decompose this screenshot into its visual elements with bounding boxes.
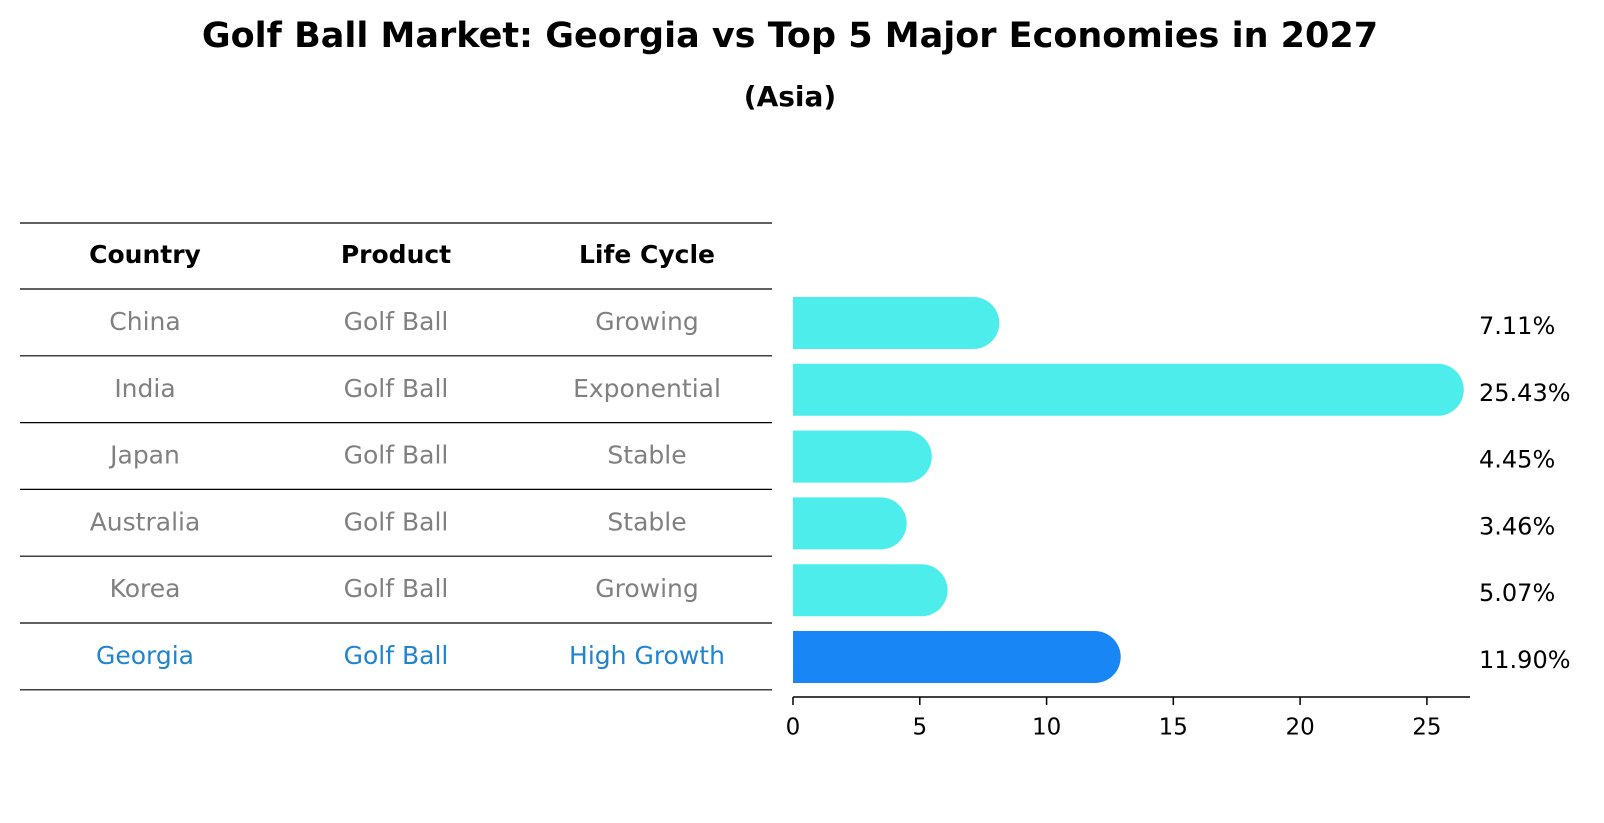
table-cell-korea-product: Golf Ball <box>344 574 449 603</box>
value-label-australia: 3.46% <box>1479 512 1555 540</box>
value-label-georgia: 11.90% <box>1479 646 1571 674</box>
x-tick-label-25: 25 <box>1412 715 1441 741</box>
table-cell-australia-product: Golf Ball <box>344 507 449 536</box>
table-cell-india-life-cycle: Exponential <box>573 374 721 403</box>
table-cell-georgia-product: Golf Ball <box>344 641 449 670</box>
table-cell-japan-product: Golf Ball <box>344 441 449 470</box>
value-label-india: 25.43% <box>1479 379 1571 407</box>
bar-layer: 7.11% 25.43% 4.45% 3.46% 5.07% 11.90% <box>793 297 1571 683</box>
x-tick-label-5: 5 <box>912 715 927 741</box>
table-cell-china-life-cycle: Growing <box>595 307 699 336</box>
x-tick-label-10: 10 <box>1032 715 1061 741</box>
chart-title: Golf Ball Market: Georgia vs Top 5 Major… <box>201 16 1379 56</box>
table-header-country: Country <box>89 240 201 269</box>
bar-china <box>793 297 1000 349</box>
bar-japan <box>793 430 932 483</box>
table-cell-india-product: Golf Ball <box>344 374 449 403</box>
x-tick-label-20: 20 <box>1285 715 1314 741</box>
bar-korea <box>793 564 948 617</box>
table-cell-georgia-country: Georgia <box>96 641 194 670</box>
x-tick-label-0: 0 <box>786 715 801 741</box>
value-label-china: 7.11% <box>1479 312 1555 340</box>
value-label-korea: 5.07% <box>1479 579 1555 607</box>
table-header-product: Product <box>341 240 451 269</box>
bar-india <box>793 363 1464 416</box>
table-cell-australia-country: Australia <box>90 507 201 536</box>
table-layer: Country Product Life Cycle China Golf Ball Gr… <box>20 222 772 691</box>
table-cell-china-country: China <box>109 307 180 336</box>
table-cell-japan-life-cycle: Stable <box>607 441 686 470</box>
value-label-japan: 4.45% <box>1479 446 1555 474</box>
table-cell-china-product: Golf Ball <box>344 307 449 336</box>
table-header-life-cycle: Life Cycle <box>579 240 715 269</box>
chart-subtitle: (Asia) <box>743 80 837 113</box>
table-cell-australia-life-cycle: Stable <box>607 507 686 536</box>
table-cell-korea-country: Korea <box>110 574 181 603</box>
bar-australia <box>793 497 907 550</box>
table-cell-korea-life-cycle: Growing <box>595 574 699 603</box>
table-cell-india-country: India <box>114 374 175 403</box>
x-axis: 0 5 10 15 20 25 <box>786 696 1470 741</box>
x-tick-label-15: 15 <box>1159 715 1188 741</box>
table-cell-japan-country: Japan <box>108 441 180 470</box>
table-cell-georgia-life-cycle: High Growth <box>569 641 725 670</box>
bar-georgia <box>793 631 1121 683</box>
